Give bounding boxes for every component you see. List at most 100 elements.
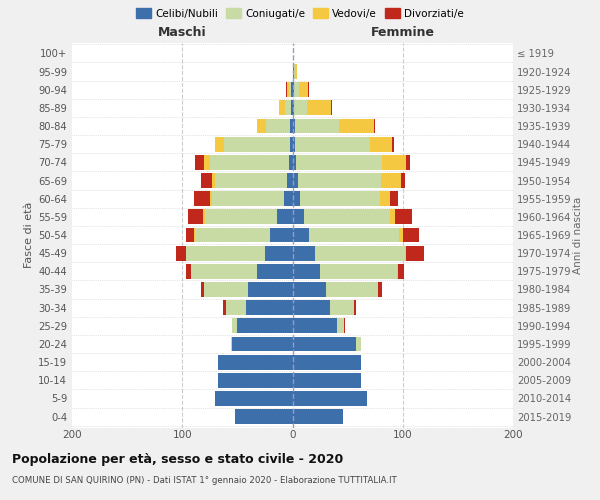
Bar: [293, 246, 314, 260]
Bar: [277, 210, 293, 224]
Bar: [293, 336, 356, 351]
Bar: [293, 210, 304, 224]
Bar: [293, 82, 299, 97]
Bar: [212, 191, 284, 206]
Bar: [201, 173, 212, 188]
Bar: [293, 373, 361, 388]
Bar: [380, 191, 389, 206]
Bar: [218, 354, 293, 370]
Bar: [400, 228, 403, 242]
Bar: [293, 391, 367, 406]
Bar: [290, 118, 293, 134]
Bar: [215, 391, 293, 406]
Bar: [194, 191, 210, 206]
Bar: [370, 137, 392, 152]
Bar: [265, 246, 293, 260]
Bar: [271, 228, 293, 242]
Bar: [293, 137, 295, 152]
Bar: [354, 300, 356, 315]
Bar: [300, 191, 380, 206]
Bar: [314, 246, 405, 260]
Bar: [374, 118, 375, 134]
Bar: [210, 191, 212, 206]
Bar: [185, 246, 265, 260]
Bar: [397, 264, 398, 279]
Bar: [331, 100, 332, 116]
Bar: [176, 246, 185, 260]
Bar: [191, 264, 257, 279]
Bar: [298, 173, 381, 188]
Bar: [289, 82, 292, 97]
Bar: [257, 264, 293, 279]
Text: Femmine: Femmine: [371, 26, 435, 39]
Bar: [235, 409, 293, 424]
Bar: [289, 155, 293, 170]
Bar: [293, 300, 330, 315]
Bar: [210, 155, 289, 170]
Bar: [389, 191, 398, 206]
Y-axis label: Fasce di età: Fasce di età: [24, 202, 34, 268]
Bar: [246, 300, 293, 315]
Bar: [406, 246, 424, 260]
Bar: [296, 155, 382, 170]
Bar: [218, 373, 293, 388]
Bar: [304, 210, 389, 224]
Bar: [266, 118, 290, 134]
Bar: [382, 155, 406, 170]
Bar: [196, 155, 204, 170]
Bar: [309, 228, 400, 242]
Bar: [223, 300, 226, 315]
Bar: [295, 137, 370, 152]
Bar: [403, 228, 419, 242]
Bar: [293, 409, 343, 424]
Bar: [293, 64, 295, 79]
Bar: [238, 318, 293, 333]
Bar: [405, 246, 406, 260]
Bar: [285, 100, 292, 116]
Bar: [204, 282, 248, 297]
Bar: [205, 210, 277, 224]
Bar: [224, 137, 290, 152]
Bar: [293, 354, 361, 370]
Bar: [232, 318, 238, 333]
Bar: [395, 210, 412, 224]
Text: Popolazione per età, sesso e stato civile - 2020: Popolazione per età, sesso e stato civil…: [12, 452, 343, 466]
Bar: [292, 100, 293, 116]
Bar: [330, 300, 354, 315]
Bar: [293, 228, 309, 242]
Bar: [201, 282, 204, 297]
Bar: [307, 100, 331, 116]
Bar: [215, 137, 224, 152]
Bar: [401, 173, 405, 188]
Bar: [204, 155, 210, 170]
Bar: [344, 318, 346, 333]
Bar: [284, 191, 293, 206]
Bar: [392, 137, 394, 152]
Bar: [293, 264, 320, 279]
Bar: [286, 82, 287, 97]
Bar: [287, 82, 289, 97]
Bar: [293, 191, 300, 206]
Bar: [293, 173, 298, 188]
Bar: [295, 64, 297, 79]
Y-axis label: Anni di nascita: Anni di nascita: [573, 196, 583, 274]
Bar: [406, 155, 410, 170]
Bar: [257, 118, 266, 134]
Bar: [293, 318, 337, 333]
Bar: [293, 155, 296, 170]
Bar: [337, 318, 344, 333]
Bar: [185, 264, 191, 279]
Bar: [356, 336, 361, 351]
Bar: [248, 282, 293, 297]
Bar: [293, 282, 326, 297]
Bar: [203, 210, 205, 224]
Bar: [389, 210, 395, 224]
Text: COMUNE DI SAN QUIRINO (PN) - Dati ISTAT 1° gennaio 2020 - Elaborazione TUTTITALI: COMUNE DI SAN QUIRINO (PN) - Dati ISTAT …: [12, 476, 397, 485]
Bar: [299, 82, 308, 97]
Bar: [381, 173, 401, 188]
Bar: [215, 173, 287, 188]
Bar: [295, 118, 339, 134]
Bar: [185, 228, 194, 242]
Bar: [290, 137, 293, 152]
Bar: [320, 264, 397, 279]
